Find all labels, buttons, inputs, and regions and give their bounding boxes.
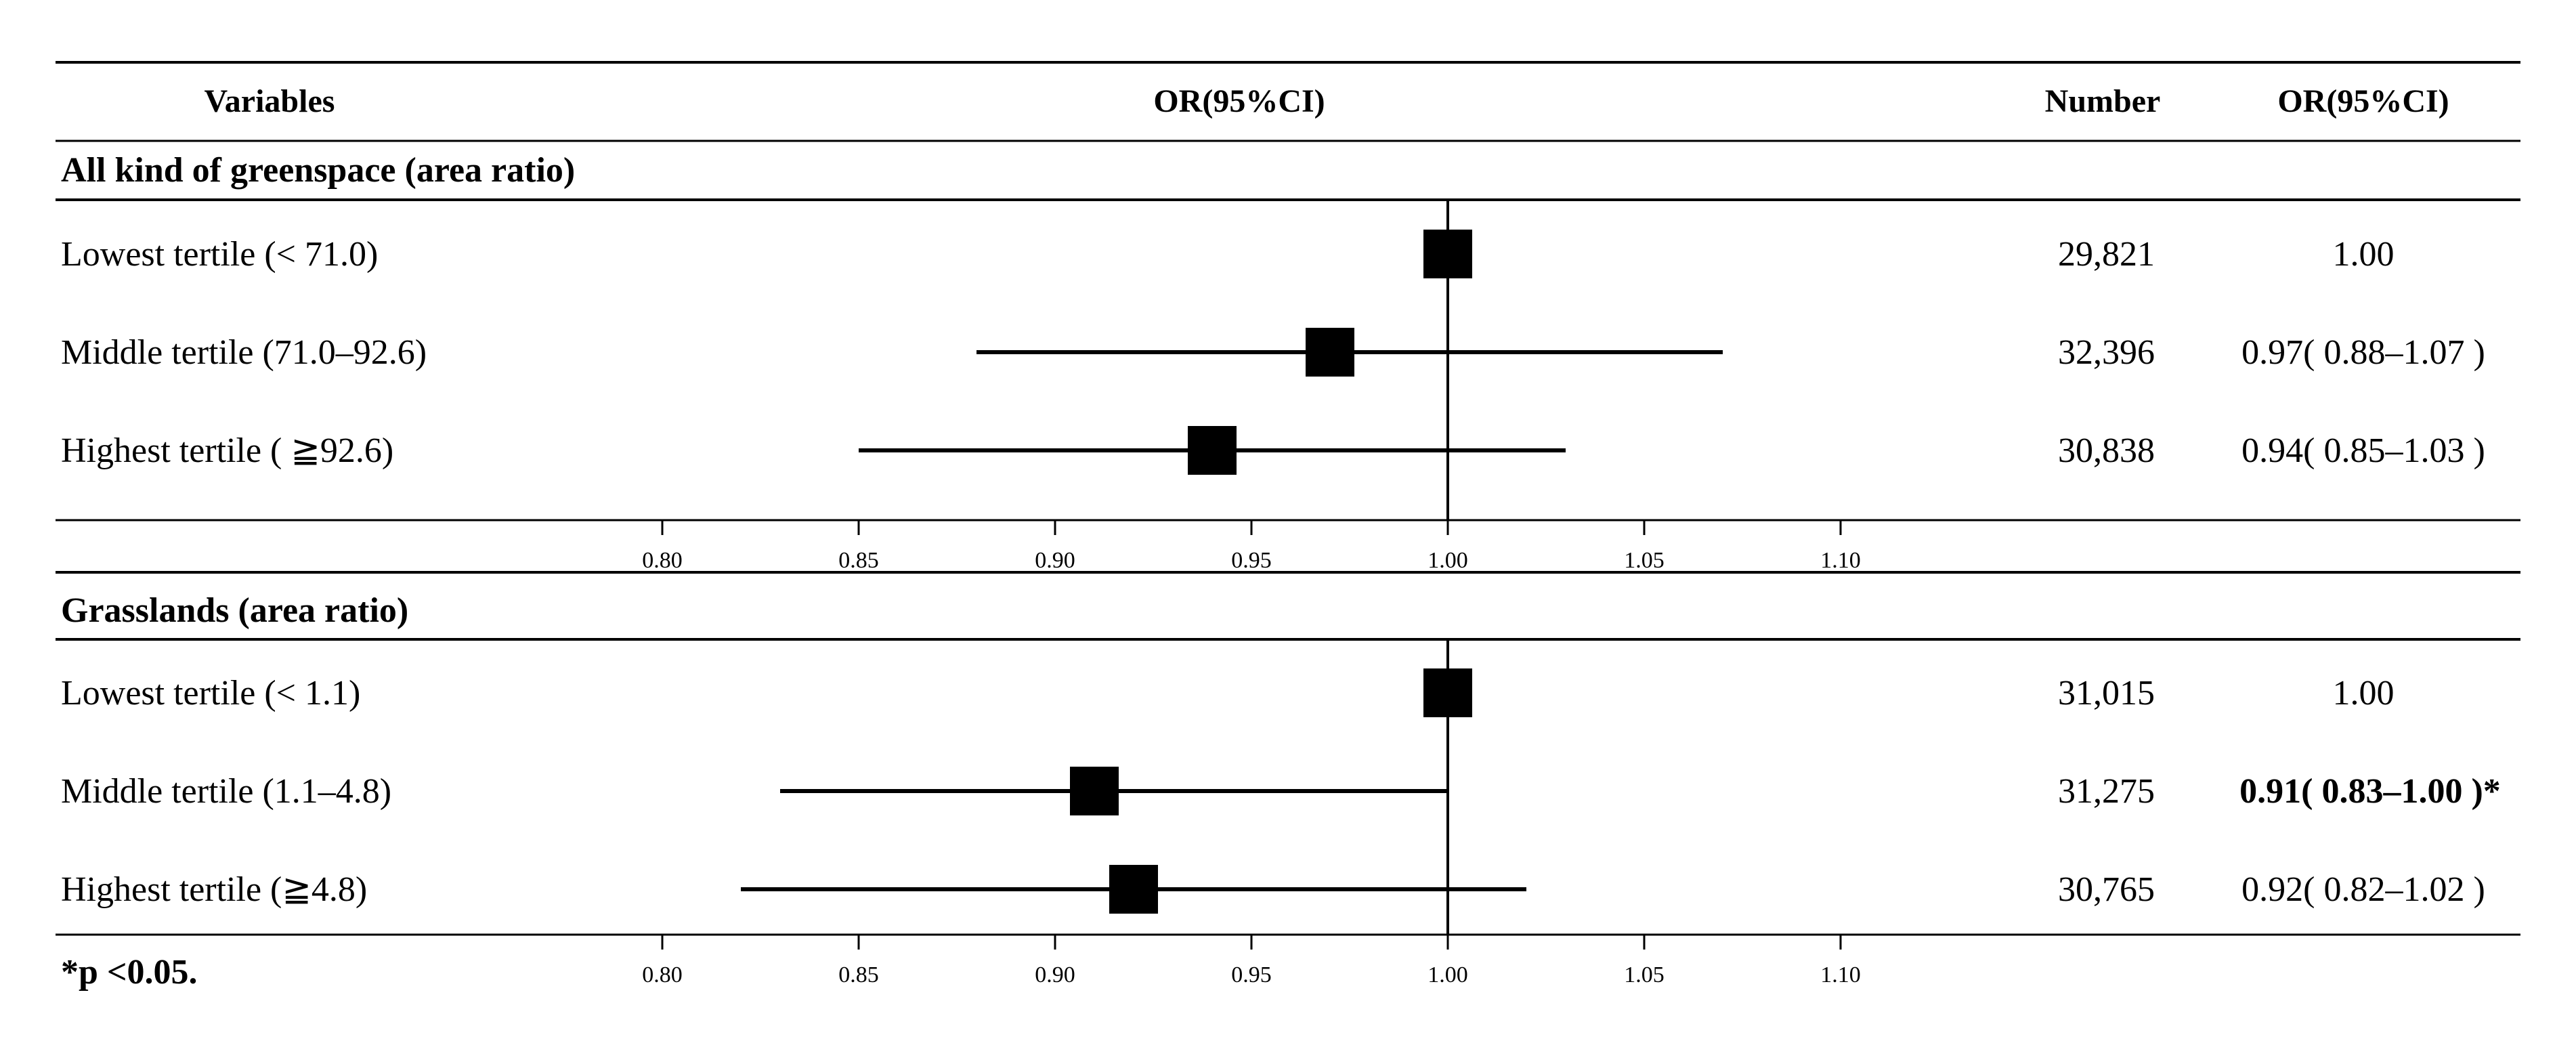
row-or-g2-middle: 0.91( 0.83–1.00 )* (2239, 772, 2501, 811)
group-title-greenspace: All kind of greenspace (area ratio) (61, 151, 575, 190)
x-tick-label-g2-5: 1.05 (1624, 962, 1665, 987)
point-estimate-g1-middle (1306, 328, 1354, 377)
plot-marks: 0.80 0.85 0.90 0.95 1.00 1.05 1.10 0.80 0.85 0.90… (642, 200, 1861, 987)
header-plot: OR(95%CI) (1153, 83, 1325, 119)
row-label-g1-lowest: Lowest tertile (< 71.0) (61, 235, 378, 274)
row-number-g2-middle: 31,275 (2058, 772, 2155, 811)
row-number-g1-lowest: 29,821 (2058, 235, 2155, 274)
header-variables: Variables (205, 83, 335, 119)
group-title-grasslands: Grasslands (area ratio) (61, 591, 408, 630)
x-tick-label-g1-6: 1.10 (1820, 548, 1861, 573)
x-tick-label-g2-6: 1.10 (1820, 962, 1861, 987)
row-number-g2-lowest: 31,015 (2058, 674, 2155, 712)
header-number: Number (2045, 83, 2161, 119)
row-label-g2-middle: Middle tertile (1.1–4.8) (61, 772, 391, 811)
x-tick-label-g2-0: 0.80 (642, 962, 683, 987)
point-estimate-g2-lowest (1423, 668, 1472, 717)
row-or-g1-lowest: 1.00 (2333, 235, 2395, 274)
x-tick-label-g1-1: 0.85 (838, 548, 879, 573)
row-number-g1-middle: 32,396 (2058, 333, 2155, 372)
x-tick-label-g1-0: 0.80 (642, 548, 683, 573)
x-tick-label-g2-3: 0.95 (1231, 962, 1272, 987)
row-label-g1-highest: Highest tertile ( ≧92.6) (61, 431, 393, 470)
row-or-g1-middle: 0.97( 0.88–1.07 ) (2241, 333, 2485, 372)
point-estimate-g1-lowest (1423, 230, 1472, 278)
x-tick-label-g1-5: 1.05 (1624, 548, 1665, 573)
footnote: *p <0.05. (61, 953, 198, 992)
x-tick-label-g1-2: 0.90 (1035, 548, 1075, 573)
point-estimate-g2-highest (1109, 865, 1158, 914)
x-tick-label-g1-4: 1.00 (1427, 548, 1468, 573)
point-estimate-g1-highest (1188, 426, 1237, 475)
row-or-g2-highest: 0.92( 0.82–1.02 ) (2241, 870, 2485, 909)
row-label-g2-lowest: Lowest tertile (< 1.1) (61, 674, 360, 712)
header-or: OR(95%CI) (2277, 83, 2449, 119)
row-label-g1-middle: Middle tertile (71.0–92.6) (61, 333, 427, 372)
row-number-g1-highest: 30,838 (2058, 431, 2155, 470)
row-or-g1-highest: 0.94( 0.85–1.03 ) (2241, 431, 2485, 470)
row-label-g2-highest: Highest tertile (≧4.8) (61, 870, 367, 909)
row-number-g2-highest: 30,765 (2058, 870, 2155, 909)
x-tick-label-g2-2: 0.90 (1035, 962, 1075, 987)
x-tick-label-g2-4: 1.00 (1427, 962, 1468, 987)
x-tick-label-g1-3: 0.95 (1231, 548, 1272, 573)
row-or-g2-lowest: 1.00 (2333, 674, 2395, 712)
point-estimate-g2-middle (1070, 767, 1119, 815)
x-tick-label-g2-1: 0.85 (838, 962, 879, 987)
